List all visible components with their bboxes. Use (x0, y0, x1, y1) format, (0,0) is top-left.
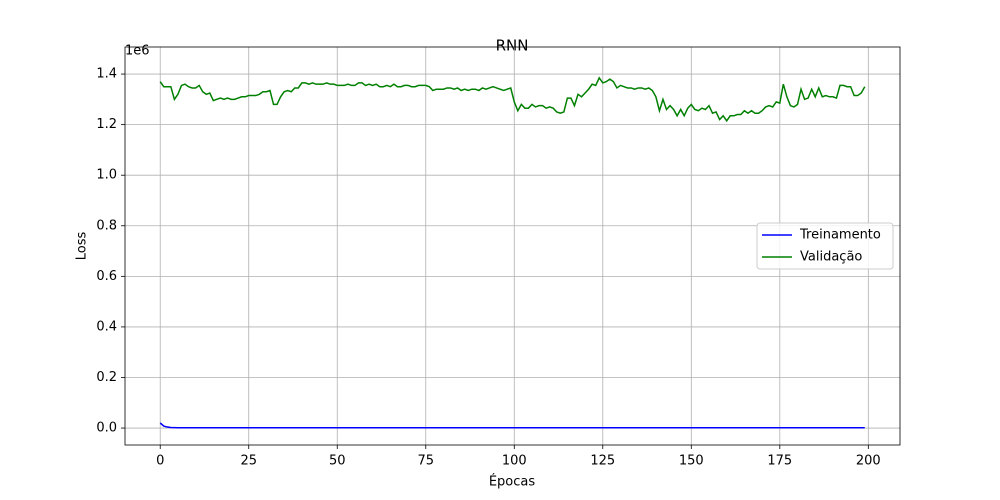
line-series (159, 76, 866, 123)
line-series (159, 422, 865, 429)
y-axis-label: Loss (75, 232, 90, 261)
y-tick-label: 1.0 (96, 168, 117, 183)
x-tick-label: 75 (417, 454, 434, 469)
x-tick-label: 50 (329, 454, 346, 469)
y-tick-label: 1.4 (96, 67, 117, 82)
x-tick-label: 150 (679, 454, 704, 469)
y-tick-label: 0.0 (96, 421, 117, 436)
legend-label: Validação (800, 250, 862, 265)
y-tick-label: 0.6 (96, 269, 117, 284)
x-axis-label: Épocas (489, 474, 536, 490)
legend-label: Treinamento (799, 228, 881, 243)
y-tick-label: 0.2 (96, 370, 117, 385)
x-tick-label: 25 (240, 454, 257, 469)
y-tick-label: 1.2 (96, 117, 117, 132)
chart-title: RNN (496, 37, 529, 55)
axes-frame (124, 46, 901, 446)
x-tick-label: 125 (590, 454, 615, 469)
y-tick-label: 0.4 (96, 319, 117, 334)
x-tick-label: 200 (856, 454, 881, 469)
x-tick-label: 0 (156, 454, 164, 469)
y-offset-label: 1e6 (125, 44, 150, 59)
x-tick-label: 175 (767, 454, 792, 469)
y-tick-label: 0.8 (96, 218, 117, 233)
x-tick-label: 100 (502, 454, 527, 469)
legend: Treinamento Validação (756, 222, 894, 270)
